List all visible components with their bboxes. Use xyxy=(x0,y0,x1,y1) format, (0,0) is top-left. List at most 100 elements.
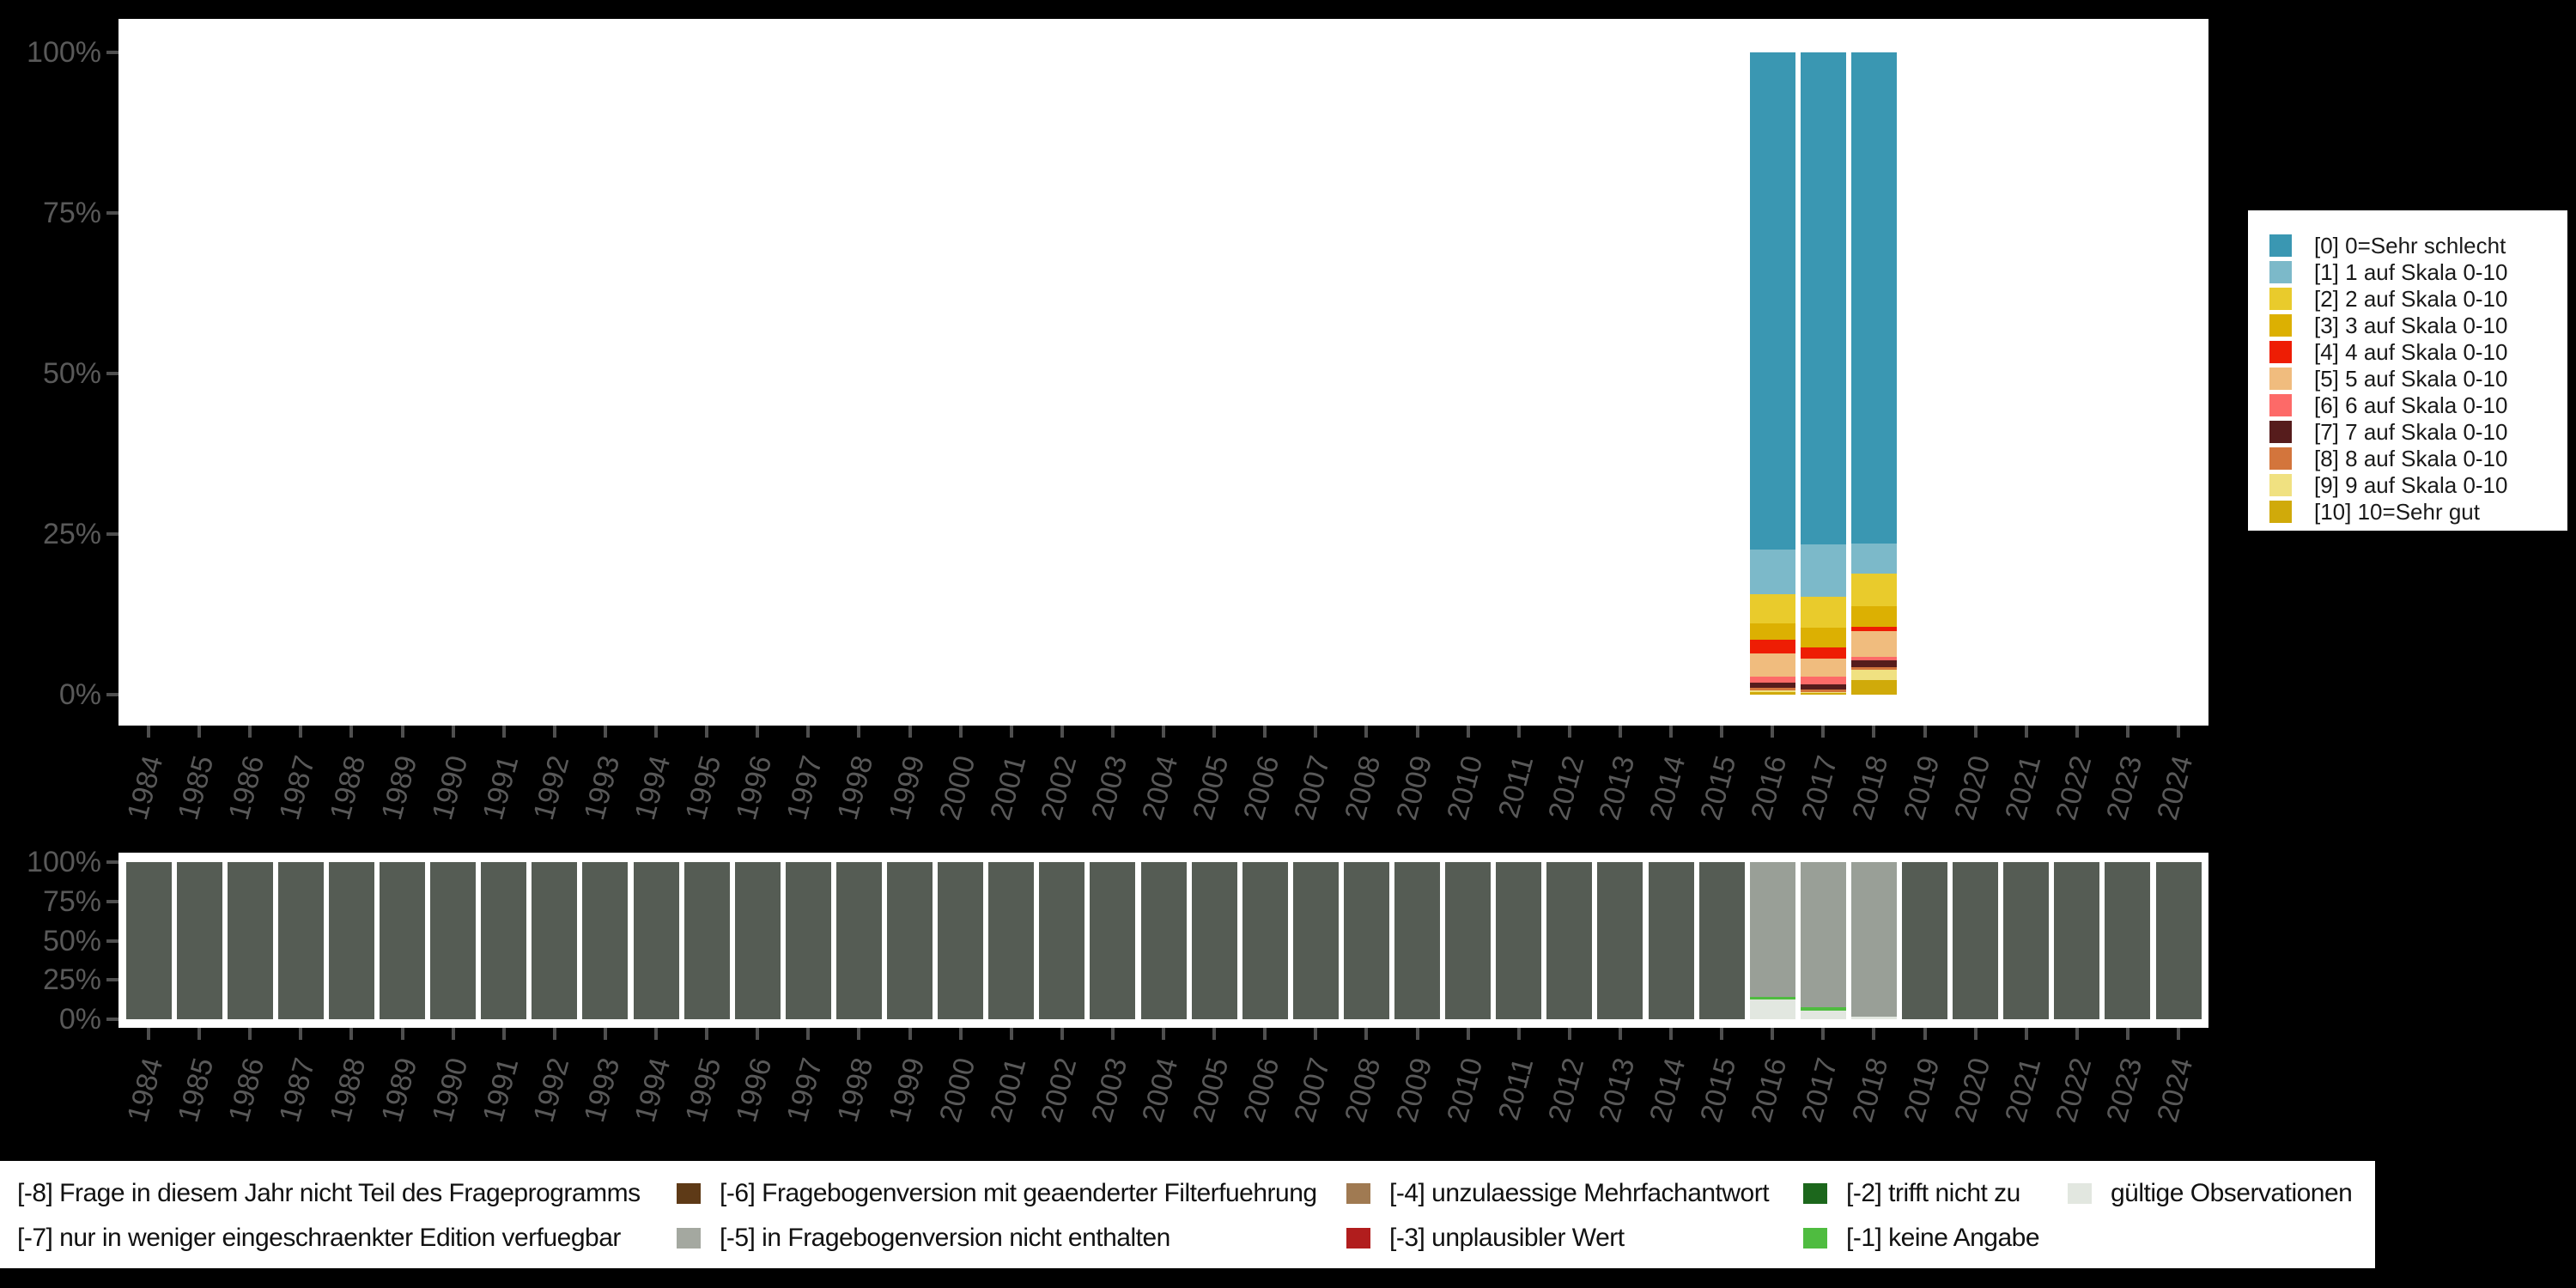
bar-missing-2008 xyxy=(1343,862,1389,1019)
missing-legend-swatch xyxy=(677,1183,701,1204)
bar-segment xyxy=(481,862,527,1019)
bar-segment xyxy=(1749,690,1795,692)
y-tick xyxy=(106,532,118,536)
bar-segment xyxy=(988,862,1035,1019)
x-tick xyxy=(400,726,404,738)
bar-segment xyxy=(1800,659,1846,677)
x-tick-label: 2014 xyxy=(1643,752,1692,823)
bar-missing-2019 xyxy=(1902,862,1947,1019)
x-tick xyxy=(552,726,556,738)
x-tick xyxy=(603,1028,607,1040)
bar-values-2016 xyxy=(1749,52,1795,695)
y-tick-label: 0% xyxy=(58,678,101,711)
x-tick-label: 2006 xyxy=(1237,752,1286,823)
legend-swatch xyxy=(2269,447,2292,470)
x-tick-label: 1989 xyxy=(374,752,423,823)
missing-legend-label: [-3] unplausibler Wert xyxy=(1389,1224,1625,1252)
bar-segment xyxy=(1242,862,1288,1019)
x-tick xyxy=(756,1028,760,1040)
bar-segment xyxy=(1850,666,1897,670)
bar-segment xyxy=(1850,605,1897,627)
legend-item: [4] 4 auf Skala 0-10 xyxy=(2269,339,2507,365)
bar-missing-2011 xyxy=(1496,862,1542,1019)
bar-segment xyxy=(1800,683,1846,690)
bar-segment xyxy=(2054,862,2100,1019)
x-tick xyxy=(1771,726,1775,738)
y-tick-label: 25% xyxy=(42,963,101,997)
missing-legend-label: [-8] Frage in diesem Jahr nicht Teil des… xyxy=(17,1179,641,1207)
bar-segment xyxy=(1850,1017,1897,1019)
missing-legend-label: [-5] in Fragebogenversion nicht enthalte… xyxy=(720,1224,1170,1252)
legend-item: [1] 1 auf Skala 0-10 xyxy=(2269,259,2507,285)
legend-label: [3] 3 auf Skala 0-10 xyxy=(2314,313,2508,338)
bar-segment xyxy=(1292,862,1339,1019)
bar-segment xyxy=(1800,1006,1846,1011)
legend-label: [8] 8 auf Skala 0-10 xyxy=(2314,446,2508,471)
x-tick xyxy=(1872,1028,1876,1040)
legend-label: [10] 10=Sehr gut xyxy=(2314,499,2480,525)
x-tick xyxy=(857,1028,861,1040)
legend-label: [5] 5 auf Skala 0-10 xyxy=(2314,366,2508,392)
x-tick xyxy=(1364,726,1369,738)
x-tick-label: 2015 xyxy=(1694,752,1743,823)
bar-segment xyxy=(1749,682,1795,688)
x-tick xyxy=(958,1028,963,1040)
x-tick xyxy=(2075,1028,2079,1040)
y-tick-label: 50% xyxy=(42,924,101,957)
bar-segment xyxy=(938,862,984,1019)
x-tick xyxy=(603,726,607,738)
x-tick xyxy=(552,1028,556,1040)
x-tick xyxy=(1415,726,1419,738)
x-tick xyxy=(1364,1028,1369,1040)
x-tick xyxy=(2024,726,2028,738)
bar-segment xyxy=(1597,862,1643,1019)
x-tick xyxy=(1060,726,1064,738)
legend-item: [9] 9 auf Skala 0-10 xyxy=(2269,472,2507,498)
bar-missing-2005 xyxy=(1191,862,1237,1019)
x-tick xyxy=(1263,1028,1267,1040)
missing-legend-label: gültige Observationen xyxy=(2111,1179,2353,1207)
x-tick xyxy=(1314,1028,1318,1040)
x-tick xyxy=(756,726,760,738)
x-tick xyxy=(1821,726,1826,738)
x-tick xyxy=(806,726,811,738)
missing-values-legend: [-8] Frage in diesem Jahr nicht Teil des… xyxy=(0,1161,2375,1268)
x-tick-label: 1997 xyxy=(781,752,829,823)
bar-segment xyxy=(1749,549,1795,595)
bar-segment xyxy=(532,862,578,1019)
bar-segment xyxy=(1850,630,1897,657)
x-tick-label: 1986 xyxy=(222,752,271,823)
x-tick xyxy=(1415,1028,1419,1040)
x-tick-label: 1993 xyxy=(577,752,627,823)
x-tick-label: 2017 xyxy=(1795,752,1844,823)
x-tick xyxy=(451,726,455,738)
x-tick-label: 2012 xyxy=(1541,752,1591,823)
bar-segment xyxy=(582,862,629,1019)
x-tick xyxy=(2177,1028,2180,1040)
bar-segment xyxy=(1850,52,1897,544)
y-tick xyxy=(106,51,118,54)
y-tick-label: 0% xyxy=(58,1003,101,1036)
x-tick xyxy=(299,1028,303,1040)
y-tick xyxy=(106,978,118,982)
bar-missing-2001 xyxy=(988,862,1035,1019)
legend-swatch xyxy=(2269,314,2292,337)
x-tick xyxy=(1162,1028,1165,1040)
bar-missing-2021 xyxy=(2003,862,2050,1019)
legend-item: [7] 7 auf Skala 0-10 xyxy=(2269,419,2507,445)
bar-missing-1999 xyxy=(887,862,933,1019)
bar-missing-2006 xyxy=(1242,862,1288,1019)
bar-missing-1994 xyxy=(633,862,679,1019)
x-tick xyxy=(705,726,709,738)
bar-missing-2007 xyxy=(1292,862,1339,1019)
x-tick xyxy=(908,1028,912,1040)
bar-missing-2009 xyxy=(1394,862,1440,1019)
x-tick xyxy=(1618,1028,1622,1040)
bar-segment xyxy=(1698,862,1745,1019)
bar-missing-2004 xyxy=(1140,862,1187,1019)
x-tick xyxy=(857,726,861,738)
x-tick-label: 2020 xyxy=(1947,752,1996,823)
x-tick-label: 2018 xyxy=(1846,752,1895,823)
x-tick xyxy=(2125,726,2129,738)
bar-missing-2024 xyxy=(2155,862,2202,1019)
